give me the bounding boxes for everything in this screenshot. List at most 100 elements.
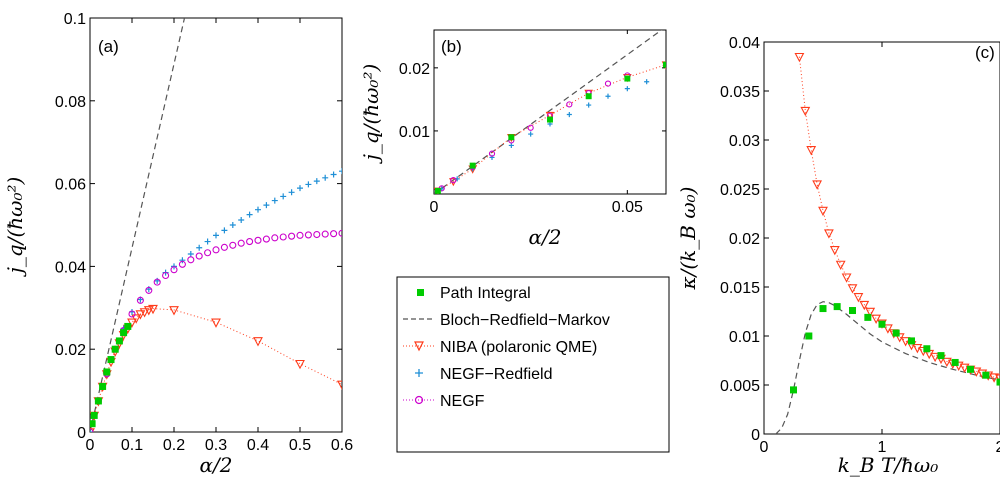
legend-marker-negf-redfield <box>415 369 423 377</box>
point-negf-redfield <box>508 142 514 148</box>
point-path-integral <box>996 378 1000 386</box>
x-tick-label-a: 0 <box>86 437 95 454</box>
point-negf <box>162 271 170 280</box>
point-niba <box>941 357 952 368</box>
point-negf <box>313 230 321 239</box>
point-niba <box>847 284 858 294</box>
point-negf-redfield <box>644 79 650 85</box>
x-tick-label-a: 0.2 <box>163 437 185 454</box>
panel-label-b: (b) <box>441 37 462 56</box>
x-tick-label-c: 2 <box>996 439 1000 456</box>
point-path-integral <box>469 162 476 169</box>
legend-item-negf-redfield: NEGF−Redfield <box>415 366 553 383</box>
point-negf-redfield <box>624 86 630 92</box>
point-negf <box>279 233 287 241</box>
x-tick-label-a: 0.3 <box>205 437 227 454</box>
legend-label-niba: NIBA (polaronic QME) <box>440 339 597 356</box>
point-negf <box>136 296 144 304</box>
point-negf <box>566 101 573 108</box>
point-negf-redfield <box>288 189 295 196</box>
x-axis-label-c: k_B T/ħω₀ <box>838 453 938 477</box>
legend-item-bloch-redfield-markov: Bloch−Redfield−Markov <box>403 312 610 329</box>
point-negf <box>288 232 296 240</box>
point-path-integral <box>124 322 132 330</box>
point-negf <box>271 234 279 242</box>
point-path-integral <box>585 93 592 100</box>
point-niba <box>211 318 221 328</box>
point-path-integral <box>107 356 115 364</box>
point-path-integral <box>120 329 128 337</box>
point-path-integral <box>790 386 797 394</box>
series-line-brm <box>434 30 663 194</box>
series-group-c <box>775 52 1000 434</box>
plot-frame-a <box>89 17 343 433</box>
point-negf <box>488 150 496 157</box>
point-negf <box>330 230 338 238</box>
point-niba <box>930 352 941 363</box>
legend-label-negf-redfield: NEGF−Redfield <box>440 366 553 383</box>
y-tick-label-a: 0.1 <box>64 11 86 28</box>
x-tick-label-a: 0.4 <box>247 437 269 454</box>
point-path-integral <box>90 420 96 428</box>
point-path-integral <box>103 368 111 376</box>
point-niba <box>295 359 305 370</box>
point-path-integral <box>878 320 886 328</box>
point-path-integral <box>624 75 631 82</box>
point-niba <box>882 324 893 334</box>
legend: Path Integral Bloch−Redfield−Markov NIBA… <box>396 276 670 453</box>
point-negf-redfield <box>204 238 211 245</box>
legend-marker-negf <box>414 395 424 405</box>
point-negf-redfield <box>339 168 342 175</box>
point-path-integral <box>951 358 959 366</box>
point-negf <box>178 260 186 268</box>
point-negf-redfield <box>213 232 219 239</box>
point-negf-redfield <box>297 185 303 192</box>
point-niba <box>841 273 852 283</box>
point-niba <box>953 361 964 371</box>
point-negf <box>170 266 178 274</box>
point-negf-redfield <box>221 227 228 234</box>
point-negf-redfield <box>229 222 236 228</box>
point-negf <box>195 252 203 260</box>
point-negf <box>296 231 304 239</box>
point-path-integral <box>805 332 813 340</box>
point-path-integral <box>982 371 990 379</box>
point-niba <box>800 106 811 117</box>
point-negf <box>321 230 329 238</box>
point-niba <box>337 380 342 390</box>
legend-label-bloch-redfield-markov: Bloch−Redfield−Markov <box>440 312 610 329</box>
point-path-integral <box>819 305 827 313</box>
point-niba <box>818 206 828 217</box>
point-negf <box>212 246 220 254</box>
legend-label-path-integral: Path Integral <box>440 285 531 302</box>
y-axis-label-c: κ/(k_B ω₀) <box>676 187 700 291</box>
y-axis-label-b: j_q/(ħω₀²) <box>359 64 383 165</box>
point-niba <box>143 306 154 316</box>
x-tick-label-b: 0 <box>430 199 439 216</box>
y-tick-label-b: 0.02 <box>399 61 430 78</box>
y-tick-label-a: 0.04 <box>55 259 86 276</box>
y-tick-label-c: 0.015 <box>720 280 760 297</box>
point-path-integral <box>833 303 841 311</box>
point-negf-redfield <box>280 193 287 200</box>
point-path-integral <box>115 337 123 345</box>
point-negf <box>254 236 262 244</box>
point-negf-redfield <box>586 102 592 108</box>
y-tick-label-b: 0.01 <box>399 124 430 141</box>
panel-c-chart: 0 1 2 0 0.005 0.01 0.015 0.02 0.025 0.03 0.035 0.04… <box>676 35 1000 477</box>
point-niba <box>148 304 158 315</box>
y-tick-label-c: 0.01 <box>729 329 760 346</box>
point-niba <box>959 363 970 373</box>
x-tick-label-a: 0.5 <box>289 437 311 454</box>
y-tick-label-c: 0 <box>751 427 760 444</box>
y-tick-label-c: 0.005 <box>720 378 760 395</box>
point-niba <box>127 318 137 328</box>
point-negf-redfield <box>322 174 329 181</box>
point-niba <box>853 293 864 303</box>
series-line-brm <box>775 301 1000 434</box>
point-negf-redfield <box>246 211 253 218</box>
point-negf-redfield <box>330 171 337 178</box>
y-tick-label-c: 0.035 <box>720 84 760 101</box>
point-path-integral <box>864 313 872 321</box>
